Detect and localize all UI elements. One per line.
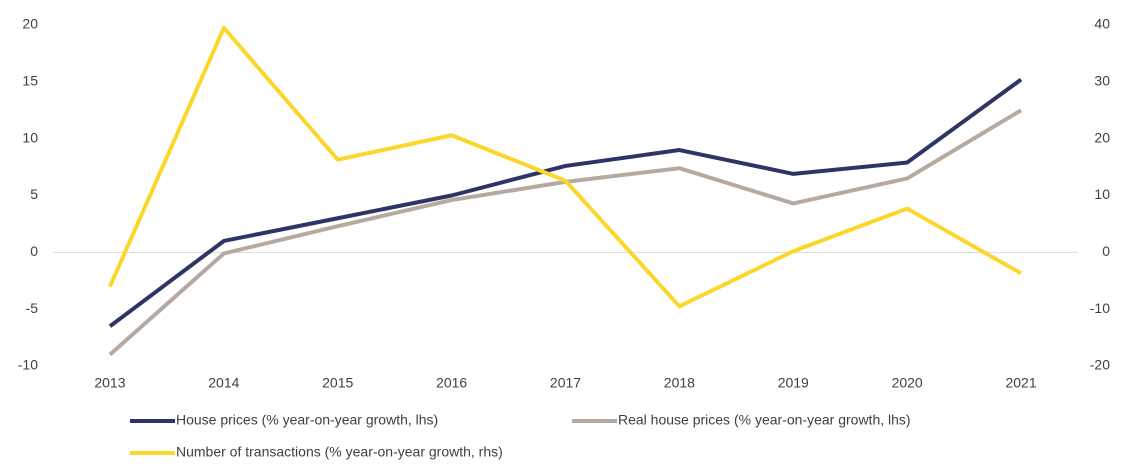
x-tick-label: 2014 bbox=[208, 375, 239, 391]
y2-tick-label: 20 bbox=[1094, 129, 1110, 145]
legend-label: Real house prices (% year-on-year growth… bbox=[618, 412, 911, 428]
y2-tick-label: -20 bbox=[1090, 357, 1110, 373]
y2-tick-label: 40 bbox=[1094, 16, 1110, 32]
y2-tick-label: 30 bbox=[1094, 73, 1110, 89]
y-tick-label: 0 bbox=[30, 243, 38, 259]
legend-label: Number of transactions (% year-on-year g… bbox=[176, 444, 503, 460]
x-tick-label: 2016 bbox=[436, 375, 467, 391]
y-tick-label: 20 bbox=[22, 16, 38, 32]
x-tick-label: 2013 bbox=[94, 375, 125, 391]
x-tick-label: 2018 bbox=[664, 375, 695, 391]
y-tick-label: 10 bbox=[22, 129, 38, 145]
x-tick-label: 2015 bbox=[322, 375, 353, 391]
series-line bbox=[108, 77, 1023, 328]
y-tick-label: 5 bbox=[30, 186, 38, 202]
y2-tick-label: 0 bbox=[1102, 243, 1110, 259]
series-line bbox=[108, 25, 1023, 309]
x-tick-label: 2019 bbox=[778, 375, 809, 391]
x-tick-label: 2020 bbox=[892, 375, 923, 391]
legend-label: House prices (% year-on-year growth, lhs… bbox=[176, 412, 438, 428]
y-tick-label: 15 bbox=[22, 73, 38, 89]
y-tick-label: -5 bbox=[26, 300, 39, 316]
x-tick-label: 2021 bbox=[1005, 375, 1036, 391]
y2-tick-label: 10 bbox=[1094, 186, 1110, 202]
y2-tick-label: -10 bbox=[1090, 300, 1110, 316]
x-tick-label: 2017 bbox=[550, 375, 581, 391]
y-tick-label: -10 bbox=[18, 357, 38, 373]
series-line bbox=[108, 108, 1023, 357]
